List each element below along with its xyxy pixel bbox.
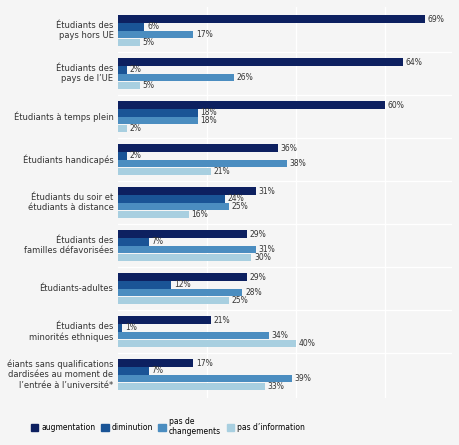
Text: 40%: 40% [299, 339, 315, 348]
Text: 39%: 39% [294, 374, 311, 383]
Bar [118, 360, 193, 367]
Text: 18%: 18% [201, 116, 217, 125]
Bar [118, 16, 425, 23]
Bar [118, 254, 252, 261]
Text: 31%: 31% [258, 186, 275, 196]
Text: 29%: 29% [250, 230, 266, 239]
Text: 38%: 38% [290, 159, 307, 168]
Text: 34%: 34% [272, 331, 289, 340]
Text: 36%: 36% [281, 144, 298, 153]
Text: 18%: 18% [201, 109, 217, 117]
Bar [118, 281, 171, 288]
Text: 2%: 2% [129, 124, 141, 133]
Bar [118, 109, 198, 117]
Bar [118, 31, 193, 38]
Text: 33%: 33% [268, 382, 284, 391]
Bar [118, 273, 247, 281]
Text: 17%: 17% [196, 30, 213, 39]
Text: 2%: 2% [129, 151, 141, 160]
Bar [118, 231, 247, 238]
Text: 2%: 2% [129, 65, 141, 74]
Bar [118, 289, 242, 296]
Text: 16%: 16% [192, 210, 208, 219]
Text: 6%: 6% [147, 22, 159, 32]
Text: 25%: 25% [232, 296, 248, 305]
Bar [118, 238, 149, 246]
Bar [118, 145, 278, 152]
Bar [118, 152, 127, 160]
Bar [118, 187, 256, 195]
Text: 28%: 28% [245, 288, 262, 297]
Bar [118, 375, 291, 382]
Text: 5%: 5% [143, 81, 155, 90]
Text: 30%: 30% [254, 253, 271, 262]
Bar [118, 203, 229, 210]
Text: 7%: 7% [151, 237, 163, 247]
Bar [118, 210, 189, 218]
Text: 31%: 31% [258, 245, 275, 254]
Bar [118, 125, 127, 132]
Text: 21%: 21% [214, 316, 230, 325]
Text: 1%: 1% [125, 324, 137, 332]
Text: 5%: 5% [143, 38, 155, 47]
Bar [118, 367, 149, 375]
Text: 21%: 21% [214, 167, 230, 176]
Bar [118, 74, 234, 81]
Text: 29%: 29% [250, 273, 266, 282]
Bar [118, 332, 269, 339]
Bar [118, 81, 140, 89]
Bar [118, 383, 265, 390]
Legend: augmentation, diminution, pas de
changements, pas d’information: augmentation, diminution, pas de changem… [28, 414, 308, 440]
Bar [118, 195, 224, 202]
Bar [118, 66, 127, 73]
Bar [118, 23, 145, 31]
Text: 24%: 24% [227, 194, 244, 203]
Bar [118, 117, 198, 124]
Bar [118, 324, 122, 332]
Bar [118, 296, 229, 304]
Text: 17%: 17% [196, 359, 213, 368]
Bar [118, 39, 140, 46]
Bar [118, 246, 256, 253]
Bar [118, 316, 211, 324]
Bar [118, 101, 385, 109]
Bar [118, 167, 211, 175]
Text: 60%: 60% [388, 101, 405, 109]
Text: 26%: 26% [236, 73, 253, 82]
Bar [118, 160, 287, 167]
Text: 25%: 25% [232, 202, 248, 211]
Text: 12%: 12% [174, 280, 190, 289]
Bar [118, 58, 403, 66]
Bar [118, 340, 296, 347]
Text: 69%: 69% [428, 15, 445, 24]
Text: 7%: 7% [151, 366, 163, 375]
Text: 64%: 64% [406, 58, 423, 67]
